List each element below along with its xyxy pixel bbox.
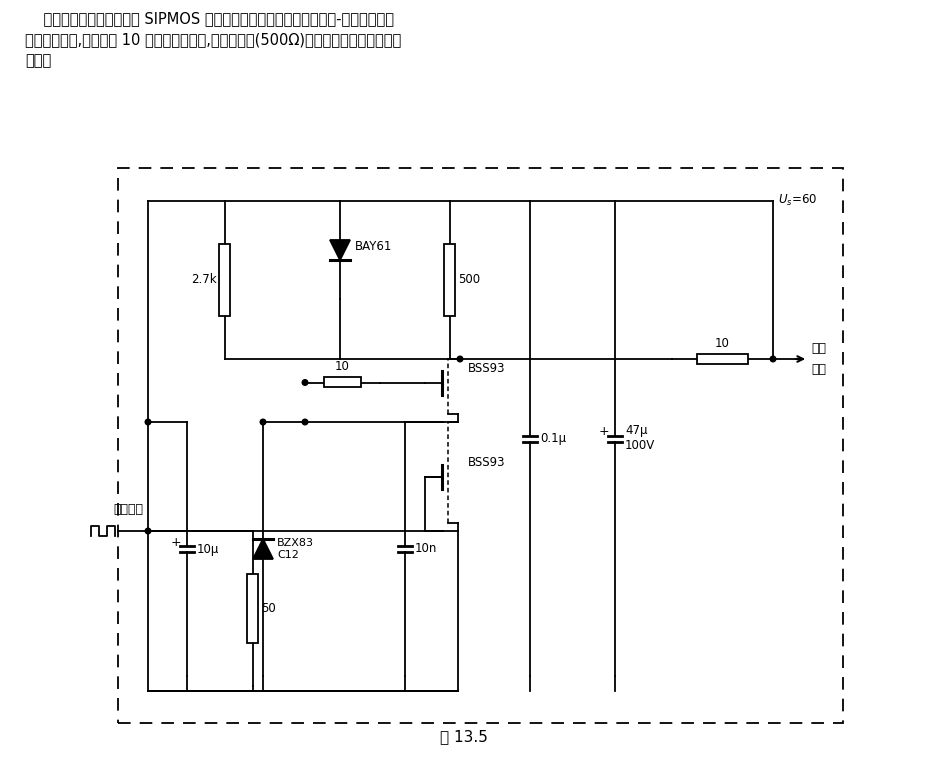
Text: 500: 500 xyxy=(458,273,480,286)
Text: 10: 10 xyxy=(715,337,730,350)
Text: 电路采用串级连接的两个 SIPMOS 晶体管工作。利用这种电路可使栅-漏极间的密勒: 电路采用串级连接的两个 SIPMOS 晶体管工作。利用这种电路可使栅-漏极间的密… xyxy=(25,11,394,26)
Text: BSS93: BSS93 xyxy=(467,362,505,375)
Bar xyxy=(118,168,842,723)
Polygon shape xyxy=(253,539,273,559)
Circle shape xyxy=(302,380,308,386)
Text: +: + xyxy=(171,536,181,549)
Polygon shape xyxy=(330,240,349,260)
Text: 视频输入: 视频输入 xyxy=(113,503,143,516)
Text: 视频: 视频 xyxy=(810,342,825,355)
Circle shape xyxy=(457,356,463,362)
Text: 10µ: 10µ xyxy=(197,543,219,556)
Text: 2.7k: 2.7k xyxy=(191,273,216,286)
Text: +: + xyxy=(598,425,609,438)
Bar xyxy=(220,244,230,316)
Bar xyxy=(324,377,361,388)
Bar xyxy=(696,354,747,364)
Circle shape xyxy=(145,528,150,534)
Text: 电路。: 电路。 xyxy=(25,53,51,68)
Text: C12: C12 xyxy=(276,550,298,560)
Bar xyxy=(444,244,455,316)
Bar xyxy=(248,574,259,644)
Text: BZX83: BZX83 xyxy=(276,538,313,548)
Text: $U_s$=60: $U_s$=60 xyxy=(777,193,817,207)
Circle shape xyxy=(145,419,150,425)
Text: 10: 10 xyxy=(335,361,349,373)
Text: BSS93: BSS93 xyxy=(467,456,505,469)
Text: 10n: 10n xyxy=(414,543,437,556)
Circle shape xyxy=(260,419,265,425)
Text: BAY61: BAY61 xyxy=(355,241,392,254)
Text: 电容不起作用,故可有约 10 倍高的工作频率,接入低电阻(500Ω)可免去采用频率特性补偿: 电容不起作用,故可有约 10 倍高的工作频率,接入低电阻(500Ω)可免去采用频… xyxy=(25,32,400,47)
Text: 0.1µ: 0.1µ xyxy=(540,432,565,445)
Text: 50: 50 xyxy=(261,602,276,615)
Circle shape xyxy=(302,419,308,425)
Circle shape xyxy=(769,356,775,362)
Text: 图 13.5: 图 13.5 xyxy=(439,729,488,745)
Text: 47µ
100V: 47µ 100V xyxy=(624,424,654,452)
Text: 输出: 输出 xyxy=(810,363,825,376)
